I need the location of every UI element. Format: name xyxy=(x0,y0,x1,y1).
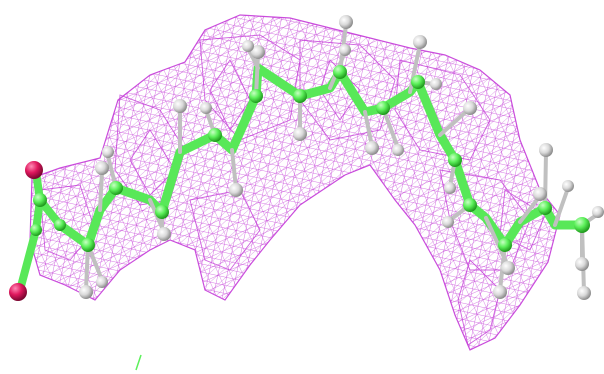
hydrogen-atom xyxy=(200,102,212,114)
carbon-atom xyxy=(463,198,477,212)
hydrogen-atom xyxy=(251,45,265,59)
hydrogen-atom xyxy=(365,141,379,155)
hydrogen-atom xyxy=(592,206,604,218)
carbon-atom xyxy=(498,238,512,252)
carbon-atom xyxy=(155,205,169,219)
hydrogen-atom xyxy=(444,182,456,194)
carbon-atom xyxy=(81,238,95,252)
hydrogen-atom xyxy=(562,180,574,192)
hydrogen-atom xyxy=(229,183,243,197)
hydrogen-atom xyxy=(577,286,591,300)
hydrogen-atom xyxy=(157,227,171,241)
carbon-atom xyxy=(249,89,263,103)
carbon-atom xyxy=(411,75,425,89)
hydrogen-atom xyxy=(95,161,109,175)
hydrogen-atom xyxy=(392,144,404,156)
carbon-atom xyxy=(538,201,552,215)
hydrogen-atom xyxy=(539,143,553,157)
carbon-atom xyxy=(54,219,66,231)
carbon-atom xyxy=(333,65,347,79)
carbon-atom xyxy=(448,153,462,167)
carbon-atom xyxy=(208,128,222,142)
hydrogen-atom xyxy=(173,99,187,113)
hydrogen-atom xyxy=(102,146,114,158)
hydrogen-atom xyxy=(501,261,515,275)
hydrogen-atom xyxy=(293,127,307,141)
hydrogen-atom xyxy=(575,257,589,271)
hydrogen-atom xyxy=(442,216,454,228)
carbon-atom xyxy=(33,193,47,207)
hydrogen-atom xyxy=(242,40,254,52)
hydrogen-atom xyxy=(493,285,507,299)
hydrogen-atom xyxy=(463,101,477,115)
stray-mark xyxy=(135,354,142,371)
hydrogen-atom xyxy=(339,44,351,56)
carbon-atom xyxy=(293,89,307,103)
hydrogen-atom xyxy=(79,285,93,299)
atoms xyxy=(9,15,604,301)
oxygen-atom xyxy=(9,283,27,301)
hydrogen-atom xyxy=(430,78,442,90)
hydrogen-atom xyxy=(533,187,547,201)
carbon-atom xyxy=(30,224,42,236)
hydrogen-atom xyxy=(413,35,427,49)
hydrogen-atom xyxy=(339,15,353,29)
oxygen-atom xyxy=(25,161,43,179)
hydrogen-atom xyxy=(96,276,108,288)
carbon-atom xyxy=(109,181,123,195)
carbon-atom xyxy=(574,217,590,233)
carbon-atom xyxy=(376,101,390,115)
